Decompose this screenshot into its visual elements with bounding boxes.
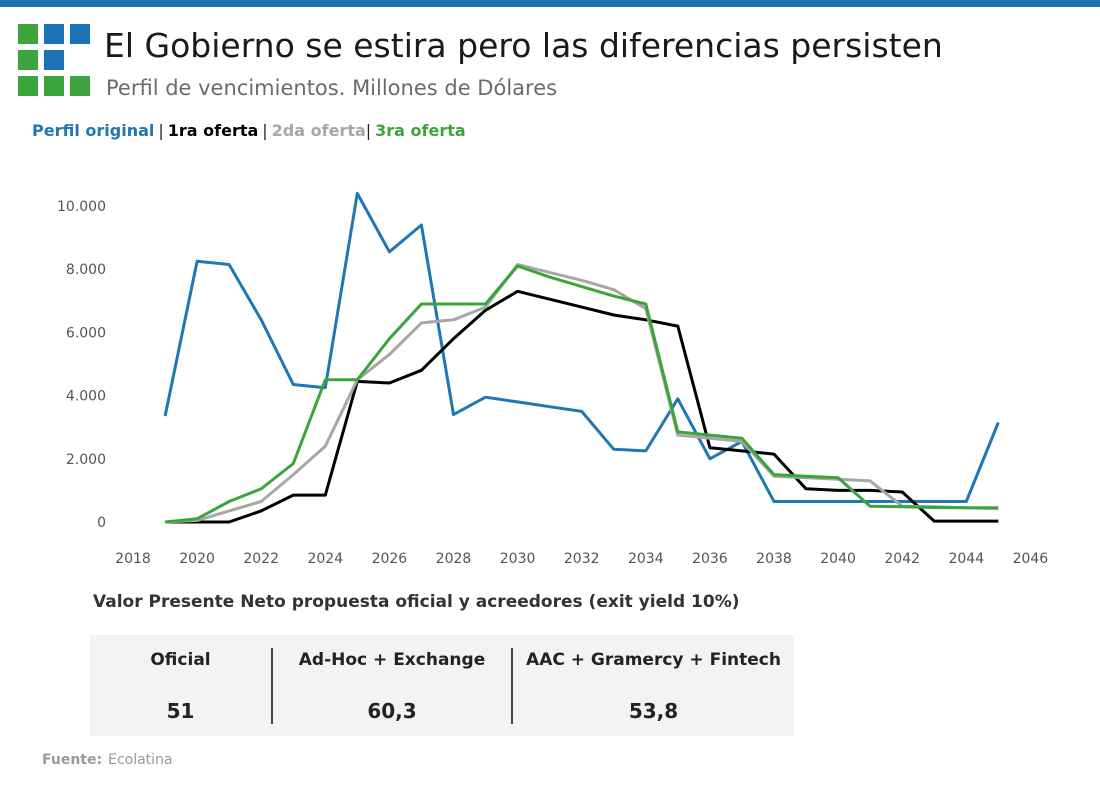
y-tick-label: 10.000 [57,199,106,215]
y-tick-label: 4.000 [66,389,106,405]
series-line-1ra-oferta [165,289,999,524]
x-tick-label: 2036 [692,551,728,567]
page-title: El Gobierno se estira pero las diferenci… [104,26,943,65]
npv-header: AAC + Gramercy + Fintech [526,650,781,670]
series-line-3ra-oferta [164,264,999,524]
legend-item-2da-oferta: 2da oferta [271,121,366,140]
legend-separator: | [365,121,372,140]
x-tick-label: 2030 [500,551,536,567]
series-group [163,191,1000,524]
x-tick-label: 2018 [115,551,151,567]
page-subtitle: Perfil de vencimientos. Millones de Dóla… [106,76,558,100]
npv-column-oficial: Oficial 51 [90,635,271,736]
npv-column-aac-gramercy-fintech: AAC + Gramercy + Fintech 53,8 [513,635,794,736]
x-tick-label: 2024 [307,551,343,567]
y-tick-label: 8.000 [66,262,106,278]
maturity-profile-chart: 0 2.000 4.000 6.000 8.000 10.000 2018 2020 2022… [57,191,1048,567]
x-tick-label: 2046 [1013,551,1049,567]
x-tick-label: 2034 [628,551,664,567]
y-axis: 0 2.000 4.000 6.000 8.000 10.000 [57,199,106,531]
npv-value: 53,8 [628,699,679,723]
x-axis: 2018 2020 2022 2024 2026 2028 2030 2032 2034 2036… [115,551,1048,567]
legend-item-1ra-oferta: 1ra oferta [167,121,259,140]
npv-value: 51 [166,699,195,723]
source-label: Fuente: [42,752,103,768]
x-tick-label: 2022 [243,551,279,567]
npv-divider [511,648,513,724]
npv-column-adhoc-exchange: Ad-Hoc + Exchange 60,3 [273,635,511,736]
x-tick-label: 2042 [884,551,920,567]
x-tick-label: 2020 [179,551,215,567]
legend-item-perfil-original: Perfil original [32,121,155,140]
npv-value: 60,3 [367,699,417,723]
x-tick-label: 2032 [564,551,600,567]
source-text: Ecolatina [108,752,173,768]
legend-separator: | [158,121,164,140]
source-note: Fuente: Ecolatina [42,752,173,768]
series-line-perfil-original [163,191,1000,503]
x-tick-label: 2026 [372,551,408,567]
top-accent-bar [0,0,1100,7]
series-line-2da-oferta [165,263,999,524]
npv-header: Ad-Hoc + Exchange [298,650,486,670]
x-tick-label: 2044 [948,551,984,567]
ecolatina-logo [18,24,90,96]
chart-legend: Perfil original | 1ra oferta | 2da oferta| 3r… [32,121,466,140]
npv-table-title: Valor Presente Neto propuesta oficial y … [93,592,740,612]
npv-table: Oficial 51 Ad-Hoc + Exchange 60,3 AAC + … [90,635,794,736]
legend-separator: | [262,121,268,140]
y-tick-label: 0 [97,515,106,531]
x-tick-label: 2028 [436,551,472,567]
legend-item-3ra-oferta: 3ra oferta [375,121,466,140]
x-tick-label: 2040 [820,551,856,567]
npv-header: Oficial [150,650,211,670]
npv-divider [271,648,273,724]
x-tick-label: 2038 [756,551,792,567]
y-tick-label: 6.000 [66,325,106,341]
y-tick-label: 2.000 [66,452,106,468]
